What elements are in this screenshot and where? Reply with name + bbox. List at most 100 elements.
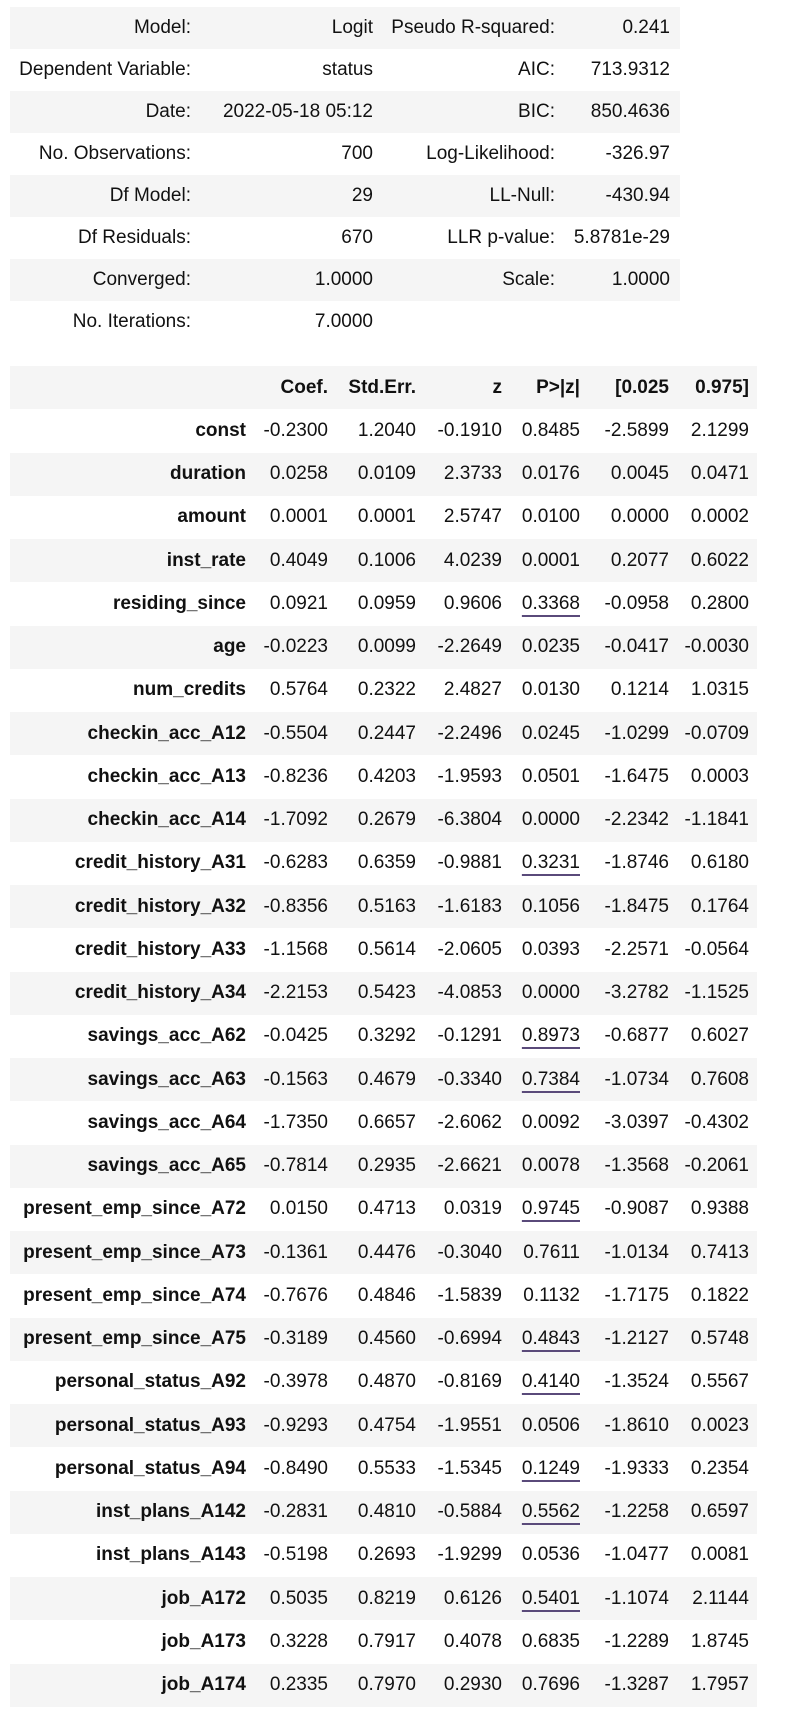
ci-lower-value: 0.2077 <box>588 539 677 583</box>
underlined-p-value: 0.9745 <box>521 1198 580 1220</box>
summary-row: Model: Logit Pseudo R-squared: 0.241 <box>10 7 680 49</box>
underlined-p-value: 0.5562 <box>521 1501 580 1523</box>
coefficient-row: savings_acc_A63 -0.1563 0.4679 -0.3340 0.738… <box>10 1058 757 1102</box>
coef-value: -0.2300 <box>252 409 336 453</box>
std-err-value: 0.4810 <box>336 1490 424 1534</box>
p-value: 0.7384 <box>510 1058 588 1102</box>
coef-value: -0.1563 <box>252 1058 336 1102</box>
ci-lower-value: -1.8475 <box>588 885 677 929</box>
ci-lower-value: -1.0134 <box>588 1231 677 1275</box>
variable-name: credit_history_A34 <box>10 971 252 1015</box>
variable-name: present_emp_since_A73 <box>10 1231 252 1275</box>
variable-name: checkin_acc_A13 <box>10 755 252 799</box>
ci-upper-value: -0.4302 <box>677 1101 757 1145</box>
ci-upper-value: 1.7957 <box>677 1663 757 1707</box>
ci-upper-value: -1.1525 <box>677 971 757 1015</box>
std-err-value: 0.4476 <box>336 1231 424 1275</box>
coefficient-row: checkin_acc_A14 -1.7092 0.2679 -6.3804 0.000… <box>10 798 757 842</box>
summary-value: 700 <box>199 133 377 175</box>
variable-name: num_credits <box>10 668 252 712</box>
coefficient-row: savings_acc_A65 -0.7814 0.2935 -2.6621 0.007… <box>10 1144 757 1188</box>
summary-label: Dependent Variable: <box>10 49 199 91</box>
coef-value: -0.0425 <box>252 1014 336 1058</box>
summary-row: Date: 2022-05-18 05:12 BIC: 850.4636 <box>10 91 680 133</box>
z-value: 2.5747 <box>424 495 510 539</box>
underlined-p-value: 0.3231 <box>521 852 580 874</box>
ci-upper-value: 1.0315 <box>677 668 757 712</box>
summary-value: 850.4636 <box>563 91 680 133</box>
ci-upper-value: 0.7608 <box>677 1058 757 1102</box>
coef-value: -0.2831 <box>252 1490 336 1534</box>
std-err-value: 0.4679 <box>336 1058 424 1102</box>
z-value: -0.8169 <box>424 1360 510 1404</box>
variable-name: personal_status_A94 <box>10 1447 252 1491</box>
variable-name: residing_since <box>10 582 252 626</box>
std-err-value: 0.2935 <box>336 1144 424 1188</box>
summary-value <box>563 301 680 343</box>
coef-value: -2.2153 <box>252 971 336 1015</box>
std-err-value: 0.4203 <box>336 755 424 799</box>
coefficient-row: age -0.0223 0.0099 -2.2649 0.0235 -0.0417 -0.0… <box>10 625 757 669</box>
coefficient-row: credit_history_A34 -2.2153 0.5423 -4.0853 0.… <box>10 971 757 1015</box>
summary-value: -430.94 <box>563 175 680 217</box>
variable-name: amount <box>10 495 252 539</box>
summary-value: 5.8781e-29 <box>563 217 680 259</box>
variable-name: job_A172 <box>10 1577 252 1621</box>
ci-upper-value: 0.0003 <box>677 755 757 799</box>
ci-lower-value: -1.0734 <box>588 1058 677 1102</box>
ci-lower-value: -1.3568 <box>588 1144 677 1188</box>
p-value: 0.1132 <box>510 1274 588 1318</box>
z-value: -2.6621 <box>424 1144 510 1188</box>
z-value: -1.5839 <box>424 1274 510 1318</box>
underlined-p-value: 0.4140 <box>521 1371 580 1393</box>
variable-name: present_emp_since_A75 <box>10 1317 252 1361</box>
ci-upper-value: -0.0709 <box>677 712 757 756</box>
summary-label: No. Iterations: <box>10 301 199 343</box>
summary-value: 0.241 <box>563 7 680 49</box>
variable-name: present_emp_since_A74 <box>10 1274 252 1318</box>
std-err-value: 0.1006 <box>336 539 424 583</box>
coefficient-row: inst_plans_A142 -0.2831 0.4810 -0.5884 0.556… <box>10 1490 757 1534</box>
z-value: -0.3340 <box>424 1058 510 1102</box>
p-value: 0.9745 <box>510 1187 588 1231</box>
coefficient-row: job_A174 0.2335 0.7970 0.2930 0.7696 -1.3287 1… <box>10 1663 757 1707</box>
ci-lower-value: 0.1214 <box>588 668 677 712</box>
ci-upper-value: 0.2800 <box>677 582 757 626</box>
variable-name: credit_history_A33 <box>10 928 252 972</box>
z-value: -0.6994 <box>424 1317 510 1361</box>
summary-value: 1.0000 <box>199 259 377 301</box>
ci-upper-value: 0.6180 <box>677 841 757 885</box>
summary-row: No. Iterations: 7.0000 <box>10 301 680 343</box>
coef-value: -1.1568 <box>252 928 336 972</box>
ci-upper-value: 0.5748 <box>677 1317 757 1361</box>
coefficient-row: residing_since 0.0921 0.0959 0.9606 0.3368 -0… <box>10 582 757 626</box>
ci-upper-value: 2.1144 <box>677 1577 757 1621</box>
z-value: -2.6062 <box>424 1101 510 1145</box>
underlined-p-value: 0.1249 <box>521 1457 580 1479</box>
summary-value: 29 <box>199 175 377 217</box>
variable-name: checkin_acc_A12 <box>10 712 252 756</box>
coefficient-row: present_emp_since_A75 -0.3189 0.4560 -0.699… <box>10 1317 757 1361</box>
summary-row: Df Residuals: 670 LLR p-value: 5.8781e-29 <box>10 217 680 259</box>
ci-lower-value: -2.2342 <box>588 798 677 842</box>
p-value: 0.0506 <box>510 1404 588 1448</box>
coefficient-row: personal_status_A94 -0.8490 0.5533 -1.5345 0… <box>10 1447 757 1491</box>
coefficient-row: personal_status_A92 -0.3978 0.4870 -0.8169 0… <box>10 1360 757 1404</box>
summary-value: 2022-05-18 05:12 <box>199 91 377 133</box>
coef-value: -0.9293 <box>252 1404 336 1448</box>
underlined-p-value: 0.7384 <box>521 1068 580 1090</box>
std-err-value: 0.0959 <box>336 582 424 626</box>
z-value: -0.5884 <box>424 1490 510 1534</box>
z-value: -0.1910 <box>424 409 510 453</box>
ci-lower-value: -0.0958 <box>588 582 677 626</box>
ci-upper-value: 0.7413 <box>677 1231 757 1275</box>
summary-label: No. Observations: <box>10 133 199 175</box>
z-value: -1.5345 <box>424 1447 510 1491</box>
coef-value: -0.3978 <box>252 1360 336 1404</box>
ci-lower-value: -1.6475 <box>588 755 677 799</box>
p-value: 0.0393 <box>510 928 588 972</box>
z-value: -1.9593 <box>424 755 510 799</box>
summary-row: Df Model: 29 LL-Null: -430.94 <box>10 175 680 217</box>
summary-label: BIC: <box>377 91 563 133</box>
coefficient-row: present_emp_since_A74 -0.7676 0.4846 -1.583… <box>10 1274 757 1318</box>
